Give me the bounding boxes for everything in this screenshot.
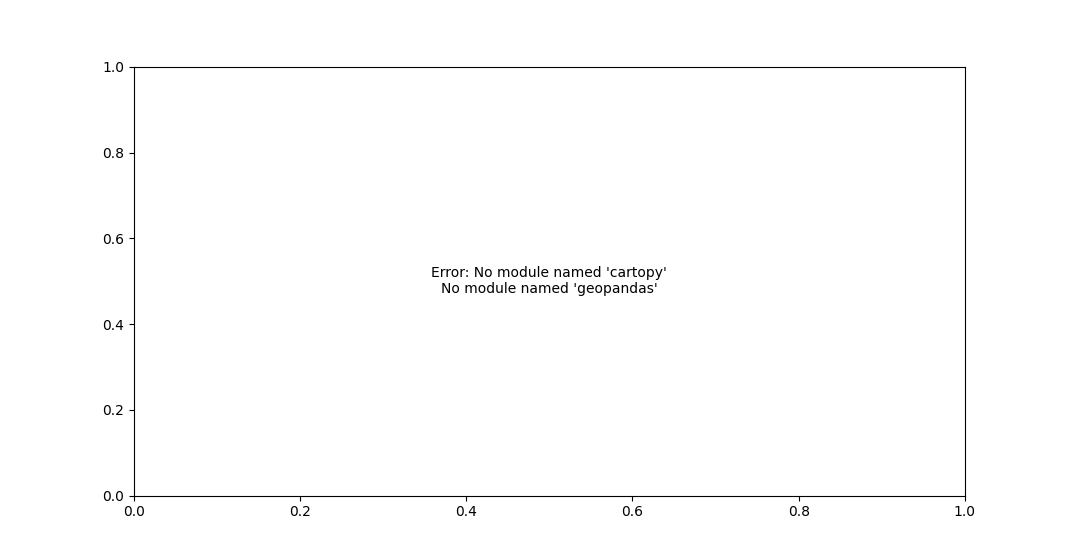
Text: Error: No module named 'cartopy'
No module named 'geopandas': Error: No module named 'cartopy' No modu… <box>431 266 668 296</box>
